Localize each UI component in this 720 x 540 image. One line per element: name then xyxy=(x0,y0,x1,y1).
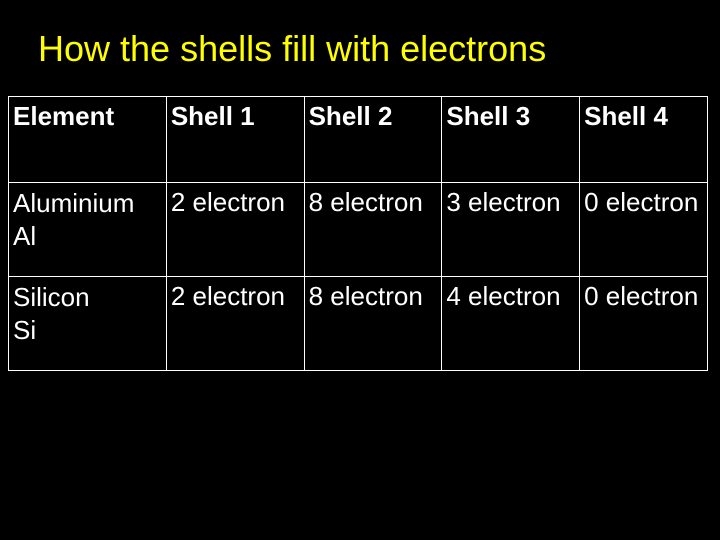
element-cell: Silicon Si xyxy=(9,277,167,371)
shell4-cell: 0 electron xyxy=(580,183,708,277)
col-header-element: Element xyxy=(9,97,167,183)
shell2-cell: 8 electron xyxy=(304,183,442,277)
element-name: Aluminium xyxy=(13,188,134,218)
col-header-shell4: Shell 4 xyxy=(580,97,708,183)
shell3-cell: 4 electron xyxy=(442,277,580,371)
shell1-cell: 2 electron xyxy=(166,277,304,371)
col-header-shell2: Shell 2 xyxy=(304,97,442,183)
shell2-cell: 8 electron xyxy=(304,277,442,371)
shell3-cell: 3 electron xyxy=(442,183,580,277)
table-header-row: Element Shell 1 Shell 2 Shell 3 Shell 4 xyxy=(9,97,708,183)
element-name: Silicon xyxy=(13,282,90,312)
electron-shell-table: Element Shell 1 Shell 2 Shell 3 Shell 4 … xyxy=(8,96,708,371)
element-symbol: Al xyxy=(13,221,36,251)
page-title: How the shells fill with electrons xyxy=(0,0,720,88)
col-header-shell1: Shell 1 xyxy=(166,97,304,183)
table-row: Silicon Si 2 electron 8 electron 4 elect… xyxy=(9,277,708,371)
table-row: Aluminium Al 2 electron 8 electron 3 ele… xyxy=(9,183,708,277)
col-header-shell3: Shell 3 xyxy=(442,97,580,183)
shell4-cell: 0 electron xyxy=(580,277,708,371)
shell1-cell: 2 electron xyxy=(166,183,304,277)
element-cell: Aluminium Al xyxy=(9,183,167,277)
element-symbol: Si xyxy=(13,315,36,345)
